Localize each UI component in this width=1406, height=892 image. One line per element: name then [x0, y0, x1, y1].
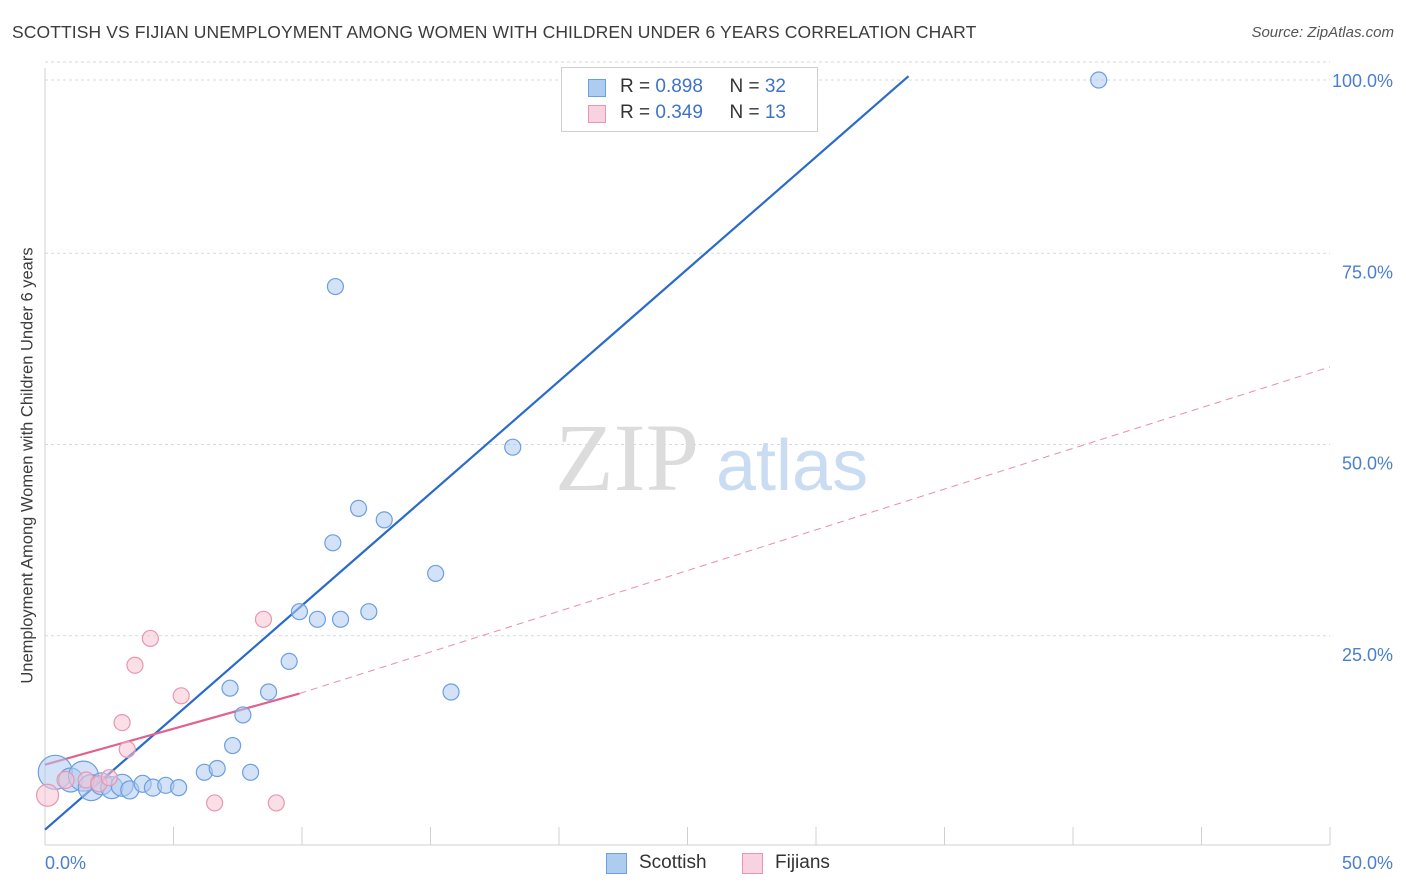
legend-r-value-fijians: 0.349: [655, 102, 703, 123]
chart-source: Source: ZipAtlas.com: [1251, 24, 1394, 41]
point-fijians: [113, 713, 131, 732]
point-fijians: [141, 629, 159, 648]
bottom-legend-label-scottish: Scottish: [639, 852, 707, 873]
point-scottish: [242, 763, 260, 781]
point-fijians: [118, 740, 136, 758]
x-tick-label: 50.0%: [1342, 853, 1393, 873]
point-fijians: [254, 610, 273, 628]
chart-title: SCOTTISH VS FIJIAN UNEMPLOYMENT AMONG WO…: [12, 22, 977, 42]
point-scottish: [280, 652, 298, 671]
legend-n-label: N =: [729, 76, 765, 97]
watermark-atlas: atlas: [716, 426, 868, 506]
point-scottish: [442, 683, 460, 701]
legend-n-value-scottish: 32: [764, 76, 786, 97]
point-fijians: [267, 794, 285, 812]
y-tick-label: 100.0%: [1332, 71, 1393, 91]
y-tick-label: 75.0%: [1342, 262, 1393, 282]
legend-n-label: N =: [729, 102, 765, 123]
data-points: [35, 71, 1108, 812]
bottom-swatch-fijians: [742, 853, 763, 874]
point-fijians: [56, 770, 75, 790]
point-scottish: [221, 679, 239, 697]
legend-r-label: R =: [620, 102, 656, 123]
watermark: ZIP atlas: [555, 404, 868, 511]
trend-lines: [44, 75, 1331, 831]
point-scottish: [259, 683, 278, 701]
point-scottish: [170, 779, 188, 797]
legend-r-value-scottish: 0.898: [655, 76, 703, 97]
trend-extension-fijians: [299, 366, 1331, 695]
point-scottish: [331, 610, 350, 628]
legend-swatch-fijians: [588, 105, 606, 123]
point-scottish: [208, 759, 226, 778]
bottom-legend-label-fijians: Fijians: [775, 852, 830, 873]
point-scottish: [308, 610, 327, 628]
point-fijians: [172, 687, 190, 705]
point-scottish: [324, 534, 342, 552]
trend-line-scottish: [44, 75, 910, 831]
point-scottish: [504, 438, 522, 456]
axes: [44, 68, 1331, 846]
legend-swatch-scottish: [588, 79, 606, 97]
point-scottish: [224, 736, 242, 755]
point-scottish: [375, 511, 393, 529]
y-tick-label: 50.0%: [1342, 454, 1393, 474]
watermark-zip: ZIP: [555, 404, 699, 511]
x-tick-label: 0.0%: [45, 853, 86, 873]
point-scottish: [1090, 71, 1108, 89]
y-tick-label: 25.0%: [1342, 645, 1393, 665]
point-fijians: [126, 656, 144, 674]
legend-r-label: R =: [620, 76, 656, 97]
point-scottish: [234, 706, 252, 724]
correlation-legend: R = 0.898 N = 32 R = 0.349 N = 13: [561, 67, 818, 132]
legend-n-value-fijians: 13: [764, 102, 786, 123]
point-scottish: [360, 603, 378, 621]
point-fijians: [35, 783, 60, 807]
bottom-swatch-scottish: [606, 853, 627, 874]
point-fijians: [206, 794, 224, 812]
point-fijians: [100, 769, 118, 787]
trend-line-fijians: [44, 692, 300, 766]
grid-lines: [45, 61, 1330, 637]
point-scottish: [290, 603, 309, 621]
point-scottish: [427, 564, 445, 583]
tick-labels: 25.0% 50.0% 75.0% 100.0% 0.0% 50.0%: [45, 71, 1393, 873]
point-scottish: [349, 499, 368, 517]
point-scottish: [326, 277, 345, 296]
